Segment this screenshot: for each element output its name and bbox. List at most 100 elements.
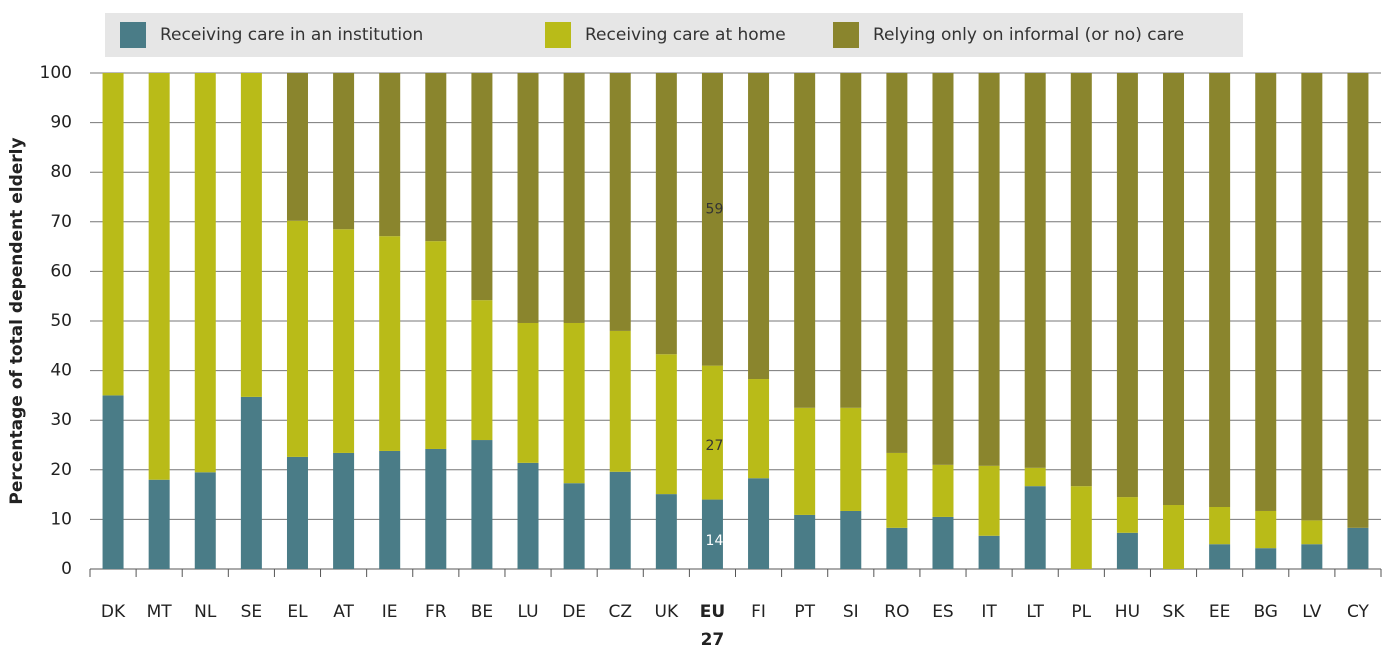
bar-segment xyxy=(932,73,954,465)
bar-segment xyxy=(1024,73,1046,468)
bar-segment xyxy=(1163,505,1185,569)
y-axis-title: Percentage of total dependent elderly xyxy=(7,137,27,504)
bar-segment xyxy=(655,73,677,355)
bar-segment xyxy=(655,494,677,569)
bar-segment xyxy=(379,450,401,569)
legend-item: Receiving care at home xyxy=(545,13,786,57)
x-tick-label: SK xyxy=(1162,602,1185,622)
x-tick-label: HU xyxy=(1114,602,1141,622)
x-tick-label: DE xyxy=(562,602,587,622)
bar-segment xyxy=(978,535,1000,569)
bar-segment xyxy=(932,464,954,517)
bar-segment xyxy=(794,73,816,408)
bar-segment xyxy=(1209,507,1231,545)
x-tick-label: NL xyxy=(194,602,217,622)
bar-segment xyxy=(840,73,862,408)
x-tick-label: FI xyxy=(751,602,766,622)
x-tick-label: UK xyxy=(654,602,679,622)
bar-segment xyxy=(701,365,723,500)
bar-segment xyxy=(425,448,447,569)
bar-segment xyxy=(1301,520,1323,545)
value-label: 14 xyxy=(706,533,724,549)
bar-segment xyxy=(563,483,585,569)
bar-segment xyxy=(517,322,539,463)
bar-segment xyxy=(425,73,447,242)
x-tick-label: MT xyxy=(146,602,172,622)
bar-segment xyxy=(1301,544,1323,569)
bar-segment xyxy=(1209,73,1231,507)
x-tick-label: CY xyxy=(1346,602,1369,622)
bar-segment xyxy=(563,73,585,323)
x-tick-label: IE xyxy=(381,602,398,622)
bar-segment xyxy=(794,514,816,569)
bar-segment xyxy=(609,73,631,331)
bar-segment xyxy=(517,73,539,323)
bar-segment xyxy=(471,300,493,441)
bar-segment xyxy=(102,395,124,569)
y-tick-label: 20 xyxy=(50,460,72,480)
y-tick-label: 0 xyxy=(61,559,72,579)
bar-segment xyxy=(471,440,493,569)
bar-segment xyxy=(286,73,308,221)
bar-segment xyxy=(840,510,862,569)
value-label: 59 xyxy=(706,201,724,217)
bar-segment xyxy=(194,73,216,473)
bar-segment xyxy=(286,220,308,457)
legend-label: Relying only on informal (or no) care xyxy=(873,25,1185,45)
bar-segment xyxy=(1116,497,1138,533)
bar-segment xyxy=(333,73,355,230)
bar-segment xyxy=(286,456,308,569)
bar-segment xyxy=(1255,510,1277,549)
bar-segment xyxy=(701,73,723,366)
x-tick-label: SI xyxy=(842,602,859,622)
bar-segment xyxy=(517,462,539,569)
x-tick-label: DK xyxy=(100,602,126,622)
bar-segment xyxy=(102,73,124,396)
bar-segment xyxy=(148,479,170,569)
bar-segment xyxy=(1209,544,1231,569)
bar-segment xyxy=(1255,73,1277,511)
bar-segment xyxy=(886,527,908,569)
y-tick-label: 40 xyxy=(50,361,72,381)
legend-label: Receiving care at home xyxy=(585,25,786,45)
x-tick-label: RO xyxy=(884,602,910,622)
bar-segment xyxy=(978,465,1000,536)
y-tick-label: 50 xyxy=(50,311,72,331)
bar-segment xyxy=(194,472,216,569)
legend: Receiving care in an institution Receivin… xyxy=(105,13,1243,57)
bar-segment xyxy=(1116,73,1138,498)
x-tick-label: EE xyxy=(1208,602,1231,622)
x-tick-label: EU 27 xyxy=(699,602,726,650)
bar-segment xyxy=(748,478,770,569)
x-tick-label: IT xyxy=(981,602,997,622)
x-tick-label: LT xyxy=(1026,602,1044,622)
legend-swatch xyxy=(833,22,859,48)
bar-segment xyxy=(1163,73,1185,506)
y-tick-label: 10 xyxy=(50,509,72,529)
bar-segment xyxy=(978,73,1000,466)
bar-segment xyxy=(609,330,631,472)
y-tick-label: 90 xyxy=(50,113,72,133)
x-tick-label: ES xyxy=(932,602,954,622)
bar-segment xyxy=(701,499,723,569)
bar-segment xyxy=(1024,467,1046,487)
bar-segment xyxy=(655,354,677,495)
bar-segment xyxy=(240,396,262,569)
x-tick-label: EL xyxy=(287,602,308,622)
bar-segment xyxy=(425,241,447,449)
legend-item: Relying only on informal (or no) care xyxy=(833,13,1184,57)
bar-segment xyxy=(333,452,355,569)
legend-label: Receiving care in an institution xyxy=(160,25,424,45)
bar-segment xyxy=(240,73,262,397)
x-tick-label: LU xyxy=(517,602,539,622)
x-tick-label: FR xyxy=(425,602,447,622)
y-tick-label: 80 xyxy=(50,162,72,182)
x-tick-label: BG xyxy=(1253,602,1278,622)
legend-item: Receiving care in an institution xyxy=(120,13,423,57)
legend-swatch xyxy=(545,22,571,48)
x-tick-label: CZ xyxy=(608,602,632,622)
bar-segment xyxy=(379,236,401,451)
bar-segment xyxy=(1116,532,1138,569)
